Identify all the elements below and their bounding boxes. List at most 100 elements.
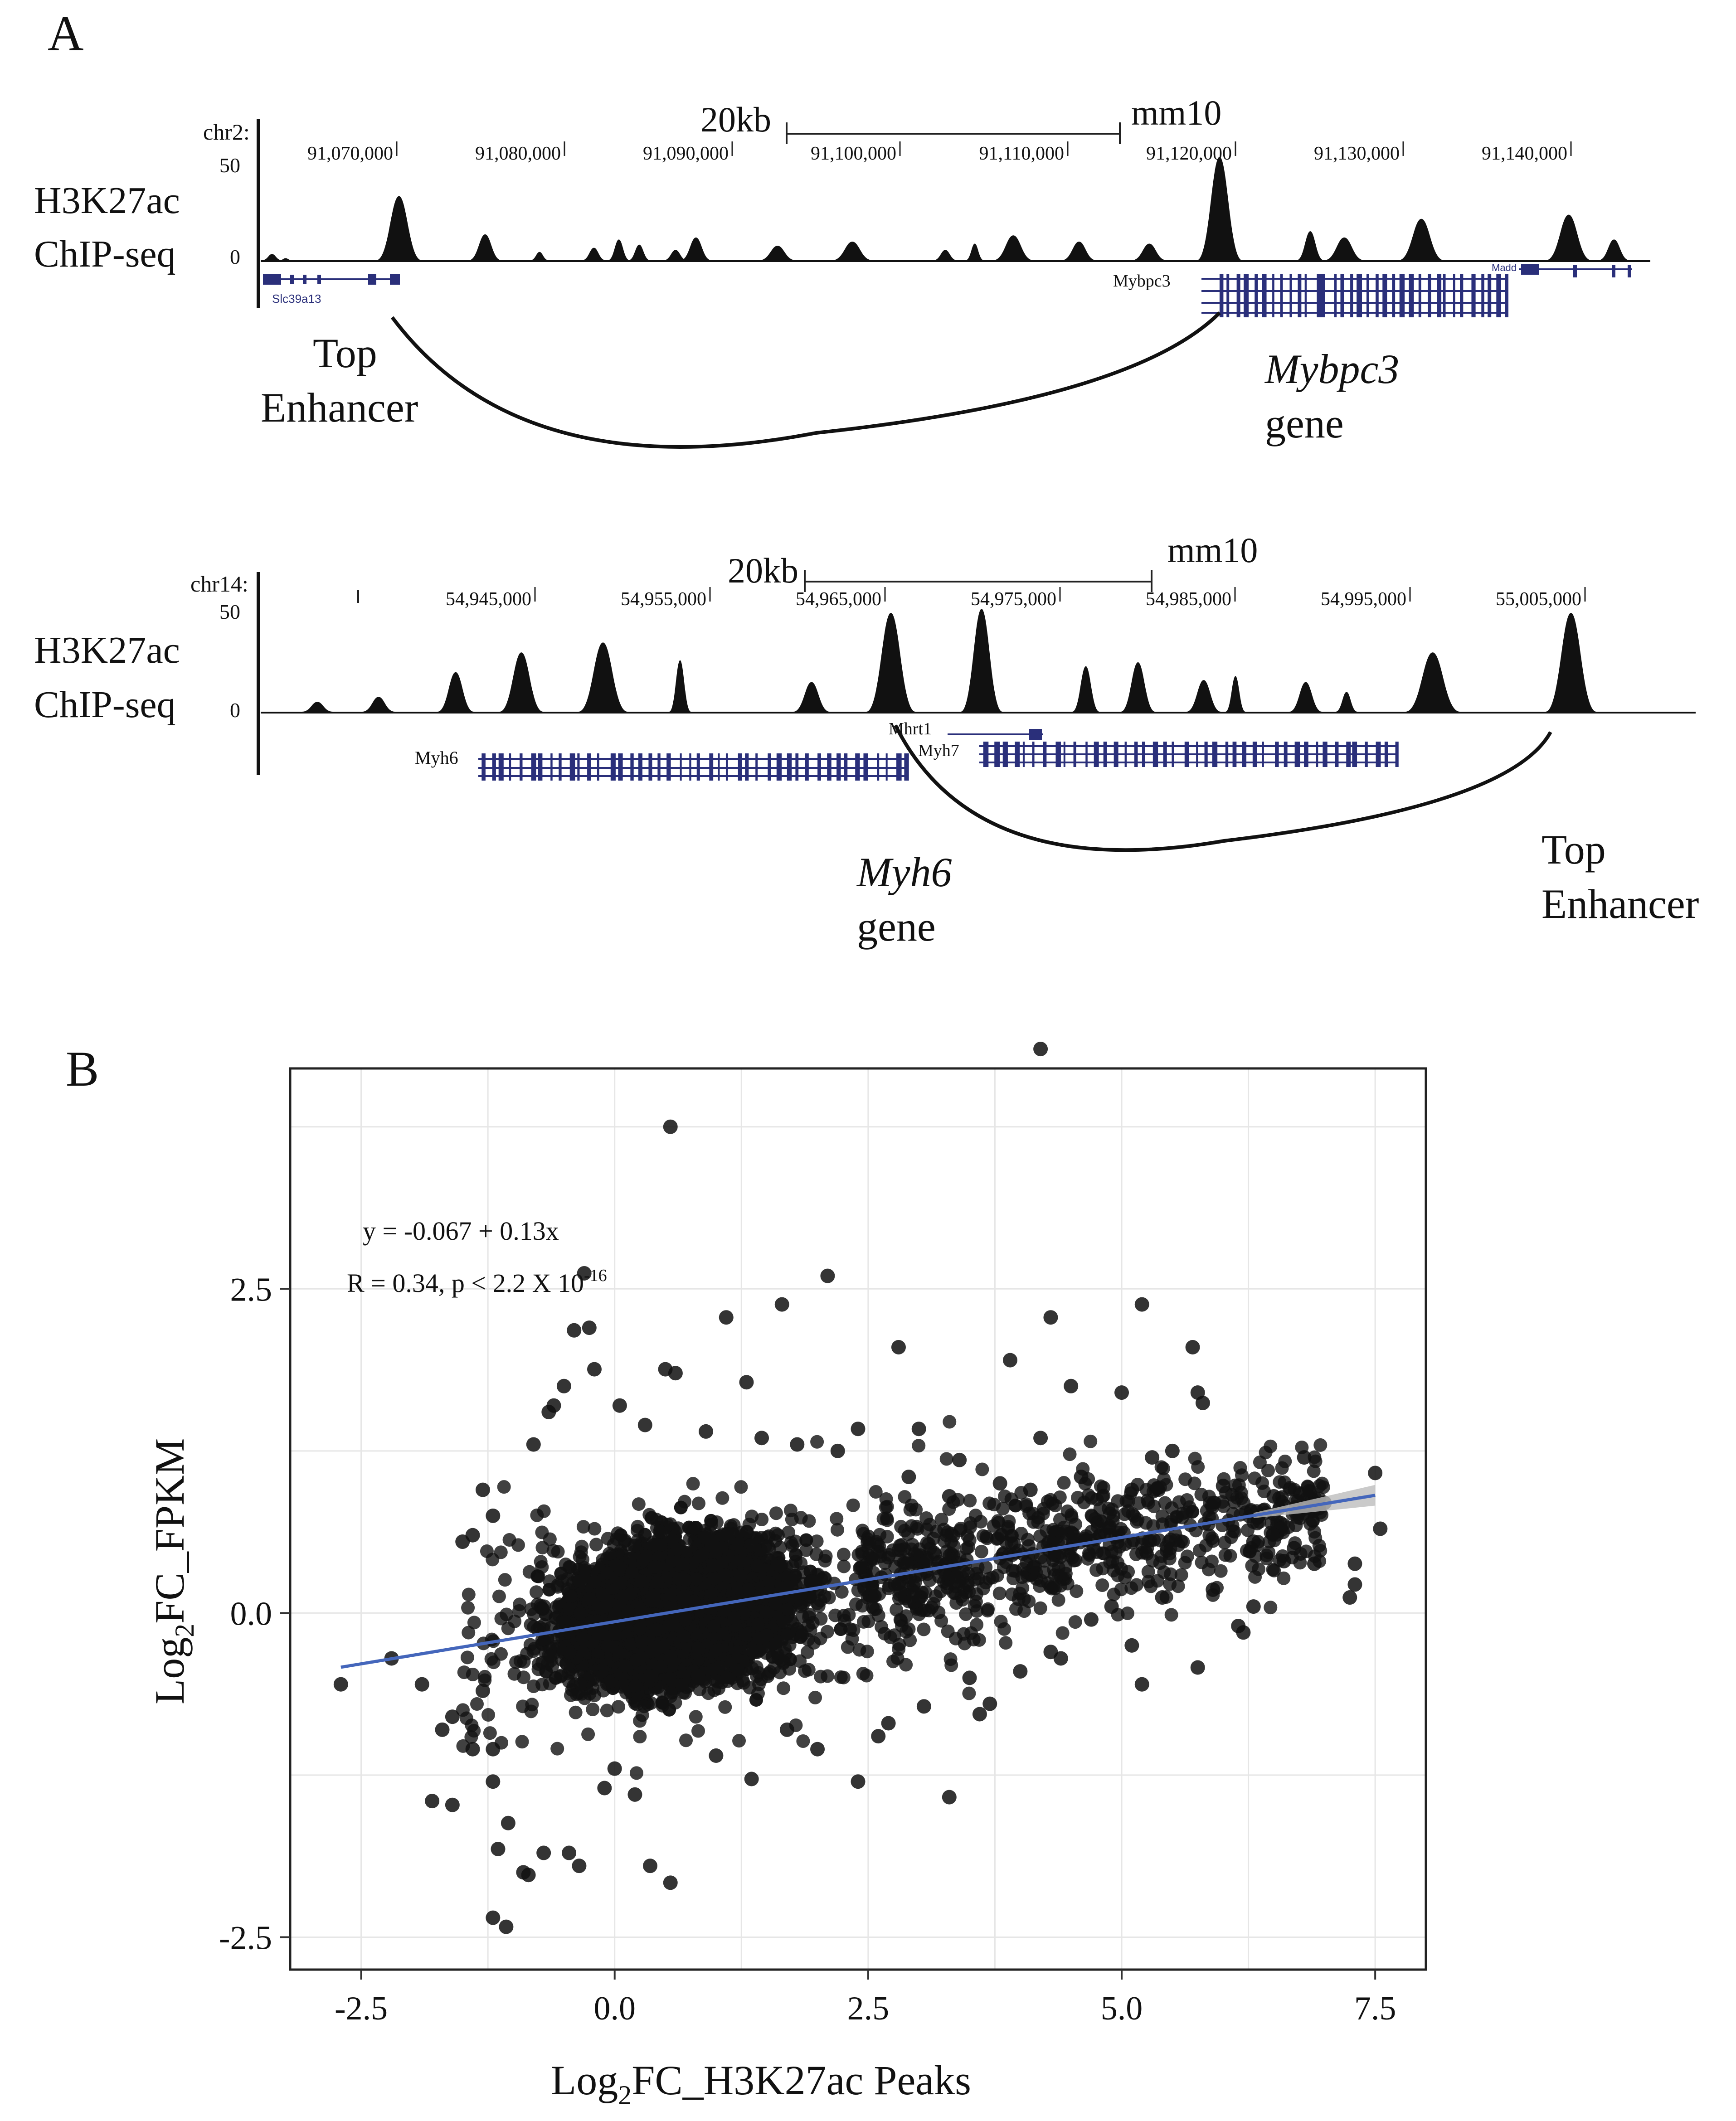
exon bbox=[817, 753, 821, 781]
gene-mybpc3-label: Mybpc3 bbox=[1113, 272, 1171, 291]
exon bbox=[1316, 742, 1318, 767]
position-label: 91,140,000 bbox=[1482, 143, 1567, 164]
exon bbox=[1085, 742, 1088, 767]
chip-peak bbox=[793, 682, 830, 712]
gene-myh7: Myh7 bbox=[918, 741, 1399, 767]
chip-peak bbox=[1399, 218, 1444, 260]
chip-peak bbox=[1405, 652, 1460, 712]
exon bbox=[1252, 742, 1257, 767]
position-label: 54,955,000 bbox=[621, 589, 706, 610]
exon bbox=[1294, 742, 1300, 767]
top-ymax: 50 bbox=[219, 154, 240, 177]
exon bbox=[904, 753, 909, 781]
bottom-gene-label-1: Myh6 bbox=[856, 849, 952, 895]
chip-peak bbox=[376, 196, 422, 260]
exon bbox=[1262, 274, 1267, 317]
exon bbox=[1352, 742, 1357, 767]
exon bbox=[725, 753, 728, 781]
chip-peak bbox=[664, 250, 687, 260]
exon bbox=[1275, 742, 1279, 767]
exon bbox=[1142, 742, 1145, 767]
chip-peak bbox=[759, 246, 796, 260]
exon bbox=[1134, 742, 1138, 767]
chip-peak bbox=[262, 254, 282, 260]
gridlines bbox=[290, 1068, 1426, 1970]
exon bbox=[1073, 742, 1076, 767]
exon bbox=[827, 753, 832, 781]
chip-peak bbox=[1062, 241, 1096, 260]
position-label: 91,110,000 bbox=[979, 143, 1064, 164]
exon bbox=[648, 753, 652, 781]
top-ymin: 0 bbox=[230, 245, 240, 268]
position-label: 91,070,000 bbox=[307, 143, 393, 164]
exon bbox=[1255, 274, 1258, 317]
chip-peak bbox=[832, 241, 872, 260]
exon bbox=[531, 753, 536, 781]
top-peaks bbox=[262, 157, 1629, 260]
exon bbox=[1289, 274, 1292, 317]
chip-peak bbox=[993, 235, 1033, 260]
exon bbox=[1184, 742, 1189, 767]
bottom-interaction-arc bbox=[894, 724, 1552, 852]
exon bbox=[1376, 274, 1379, 317]
exon bbox=[718, 753, 720, 781]
exon bbox=[994, 742, 1000, 767]
exon bbox=[587, 753, 591, 781]
exon bbox=[1114, 742, 1118, 767]
position-label: 54,995,000 bbox=[1321, 589, 1406, 610]
exon bbox=[696, 753, 700, 781]
chip-peak bbox=[1546, 214, 1591, 260]
exon bbox=[855, 753, 860, 781]
gene-mhrt1: Mhrt1 bbox=[889, 719, 1043, 740]
exon bbox=[1225, 742, 1229, 767]
position-label: 91,130,000 bbox=[1314, 143, 1400, 164]
exon bbox=[896, 753, 902, 781]
exon bbox=[597, 753, 599, 781]
exon bbox=[538, 753, 543, 781]
data-point bbox=[837, 1559, 851, 1573]
exon bbox=[1399, 274, 1405, 317]
exon bbox=[768, 753, 771, 781]
exon bbox=[1460, 274, 1464, 317]
data-point bbox=[529, 1585, 543, 1599]
bottom-peaks bbox=[302, 609, 1596, 712]
bottom-enhancer-label-1: Top bbox=[1541, 826, 1606, 873]
exon bbox=[680, 753, 682, 781]
exon bbox=[1043, 742, 1047, 767]
exon bbox=[795, 753, 799, 781]
exon bbox=[1244, 274, 1249, 317]
position-label: 91,090,000 bbox=[643, 143, 729, 164]
exon bbox=[844, 753, 848, 781]
exon bbox=[1226, 274, 1230, 317]
exon bbox=[805, 753, 809, 781]
bottom-assembly: mm10 bbox=[1167, 530, 1258, 570]
exon bbox=[498, 753, 504, 781]
exon bbox=[877, 753, 880, 781]
data-point bbox=[769, 1506, 783, 1520]
bottom-track: chr14: 20kb mm10 54,945,000 54,955,000 54,… bbox=[34, 530, 1699, 950]
top-positions: 91,070,000 91,080,000 91,090,000 91,100,000… bbox=[307, 141, 1572, 164]
exon bbox=[577, 753, 580, 781]
top-gene-label-1: Mybpc3 bbox=[1264, 346, 1399, 392]
exon bbox=[1094, 742, 1099, 767]
exon bbox=[1196, 742, 1198, 767]
chip-peak bbox=[1132, 243, 1167, 260]
exon bbox=[709, 753, 714, 781]
gene-mybpc3: Mybpc3 bbox=[1113, 272, 1509, 317]
chip-peak bbox=[438, 672, 474, 712]
exon bbox=[1505, 274, 1509, 317]
chip-peak bbox=[469, 234, 501, 260]
exon bbox=[520, 753, 523, 781]
chip-peak bbox=[966, 243, 984, 260]
chip-peak bbox=[1121, 662, 1155, 712]
exon bbox=[1346, 742, 1351, 767]
top-scale-text: 20kb bbox=[700, 100, 771, 139]
exon bbox=[738, 753, 742, 781]
exon bbox=[569, 753, 575, 781]
exon bbox=[1335, 742, 1339, 767]
exon bbox=[610, 753, 616, 781]
top-track-label-1: H3K27ac bbox=[34, 180, 180, 222]
exon bbox=[863, 753, 868, 781]
chip-peak bbox=[1336, 692, 1357, 712]
exon bbox=[1376, 742, 1381, 767]
